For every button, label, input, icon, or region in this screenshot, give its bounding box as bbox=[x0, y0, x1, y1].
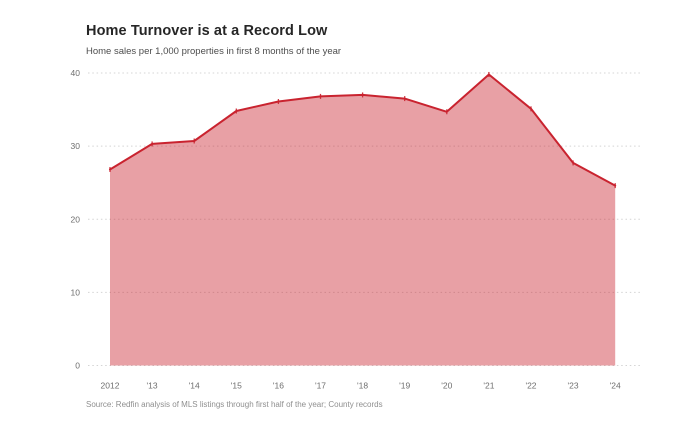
source-note: Source: Redfin analysis of MLS listings … bbox=[86, 400, 383, 409]
svg-text:'24: '24 bbox=[610, 381, 621, 391]
svg-text:'14: '14 bbox=[189, 381, 200, 391]
svg-text:10: 10 bbox=[71, 287, 81, 297]
svg-text:'23: '23 bbox=[568, 381, 579, 391]
svg-text:2012: 2012 bbox=[101, 381, 120, 391]
svg-text:'18: '18 bbox=[357, 381, 368, 391]
svg-text:30: 30 bbox=[71, 141, 81, 151]
chart-title: Home Turnover is at a Record Low bbox=[86, 23, 328, 39]
svg-text:20: 20 bbox=[71, 214, 81, 224]
svg-text:'16: '16 bbox=[273, 381, 284, 391]
svg-text:'21: '21 bbox=[483, 381, 494, 391]
data-point-markers bbox=[109, 71, 616, 189]
chart-subtitle: Home sales per 1,000 properties in first… bbox=[86, 46, 342, 57]
svg-text:'13: '13 bbox=[147, 381, 158, 391]
svg-text:'17: '17 bbox=[315, 381, 326, 391]
area-fill bbox=[110, 74, 616, 366]
svg-text:'19: '19 bbox=[399, 381, 410, 391]
svg-text:'15: '15 bbox=[231, 381, 242, 391]
y-axis-labels: 0 10 20 30 40 bbox=[71, 68, 81, 371]
svg-text:'20: '20 bbox=[441, 381, 452, 391]
svg-text:40: 40 bbox=[71, 68, 81, 78]
x-axis-labels: 2012 '13 '14 '15 '16 '17 '18 '19 '20 '21 '22 '23 '24 bbox=[101, 381, 621, 391]
svg-text:0: 0 bbox=[75, 361, 80, 371]
svg-text:'22: '22 bbox=[525, 381, 536, 391]
